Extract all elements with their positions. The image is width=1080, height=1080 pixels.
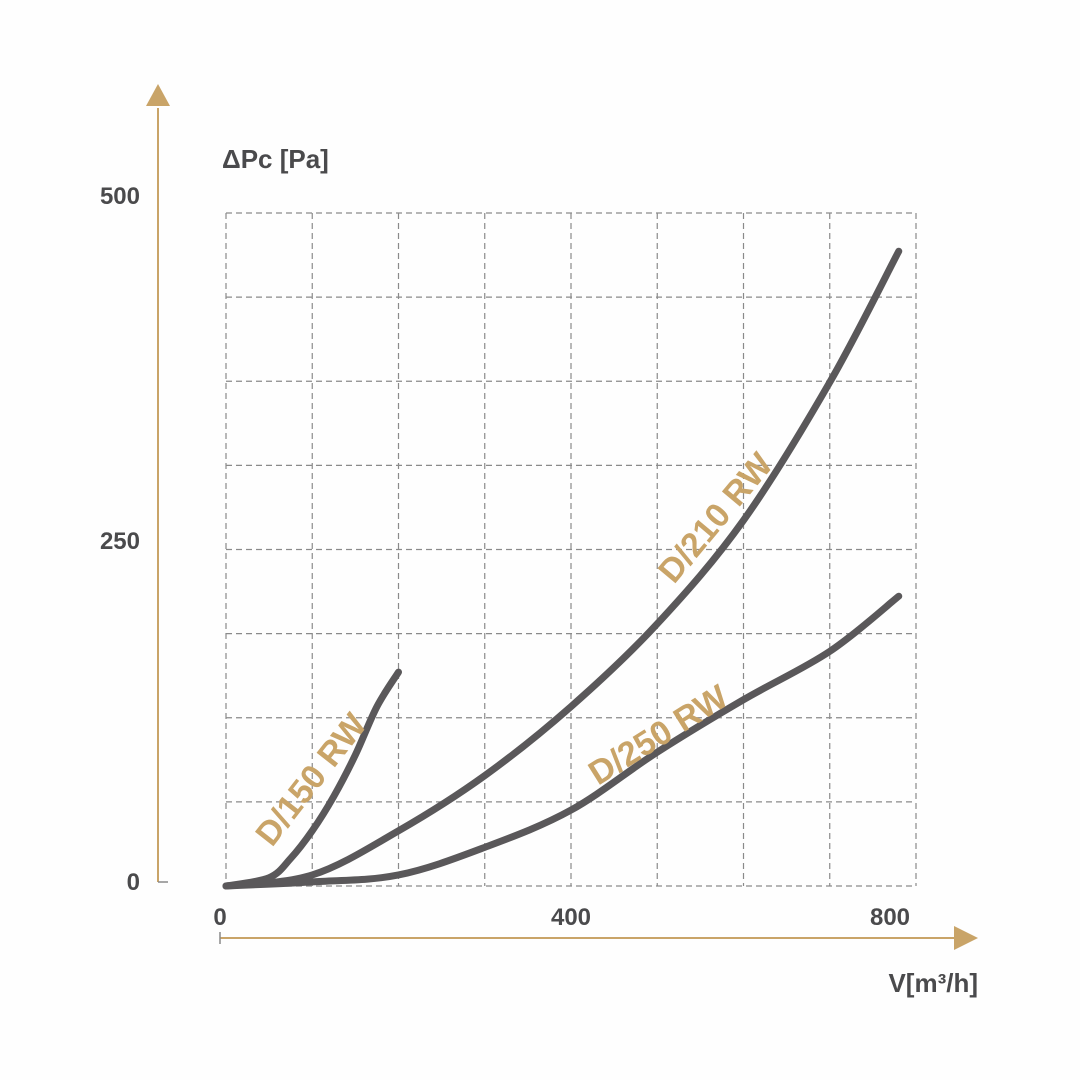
series-labels: D/150 RWD/210 RWD/250 RW <box>248 445 781 853</box>
y-tick-label: 250 <box>100 528 140 555</box>
series-curve-3 <box>222 592 903 890</box>
grid <box>225 212 917 887</box>
y-axis-arrow-icon <box>146 84 170 106</box>
x-tick-label: 800 <box>870 904 910 931</box>
series-curves <box>222 247 903 890</box>
x-tick-label: 0 <box>213 904 226 931</box>
x-axis-title: V[m³/h] <box>888 968 978 998</box>
y-tick-label: 500 <box>100 183 140 210</box>
tick-labels: 0 400 800 0 250 500 <box>100 183 910 931</box>
series-label: D/250 RW <box>582 677 735 792</box>
series-curve-1 <box>222 668 402 890</box>
y-tick-label: 0 <box>127 869 140 896</box>
series-curve-2 <box>222 247 903 890</box>
x-axis-arrow-icon <box>954 926 978 950</box>
axes <box>146 84 978 950</box>
y-axis-title: ΔPc [Pa] <box>222 144 329 174</box>
x-tick-label: 400 <box>551 904 591 931</box>
series-label: D/210 RW <box>651 445 781 590</box>
